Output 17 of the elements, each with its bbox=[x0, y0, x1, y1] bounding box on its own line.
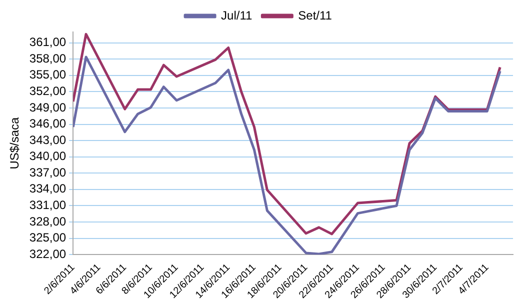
y-tick-label: 358,00 bbox=[29, 51, 66, 66]
y-tick-label: 337,00 bbox=[29, 165, 66, 180]
y-tick-label: 355,00 bbox=[29, 68, 66, 82]
y-tick-label: 361,00 bbox=[29, 35, 66, 50]
legend-label: Set/11 bbox=[298, 8, 332, 22]
y-tick-label: 325,00 bbox=[29, 230, 66, 245]
y-tick-label: 322,00 bbox=[29, 246, 66, 261]
y-tick-label: 349,00 bbox=[29, 100, 66, 114]
y-tick-label: 331,00 bbox=[29, 198, 66, 212]
y-tick-label: 352,00 bbox=[29, 84, 66, 98]
y-tick-label: 328,00 bbox=[29, 214, 66, 228]
y-tick-label: 346,00 bbox=[29, 116, 66, 131]
y-axis-title: US$/saca bbox=[8, 116, 22, 170]
y-tick-label: 343,00 bbox=[29, 132, 66, 147]
y-tick-label: 334,00 bbox=[29, 182, 66, 196]
y-tick-label: 340,00 bbox=[29, 149, 66, 164]
legend-label: Jul/11 bbox=[221, 8, 252, 22]
